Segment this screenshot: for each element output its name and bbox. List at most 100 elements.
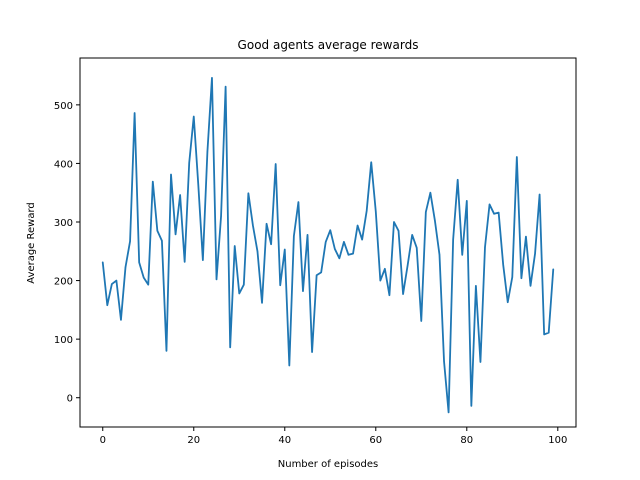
data-point xyxy=(143,277,145,279)
data-point xyxy=(407,264,409,266)
data-point xyxy=(534,253,536,255)
plot-frame xyxy=(79,57,577,428)
data-point xyxy=(275,163,277,165)
data-point xyxy=(302,290,304,292)
data-point xyxy=(174,233,177,235)
data-point xyxy=(393,221,395,223)
data-point xyxy=(375,210,377,213)
x-axis-label: Number of episodes xyxy=(278,459,378,470)
data-point xyxy=(379,279,381,282)
y-tick-label: 400 xyxy=(54,159,73,170)
data-point xyxy=(320,271,322,273)
y-tick-label: 100 xyxy=(54,335,73,346)
data-point xyxy=(525,236,527,238)
series-line xyxy=(101,77,555,414)
data-point xyxy=(511,276,513,278)
data-point xyxy=(543,333,545,336)
data-point xyxy=(479,361,482,363)
data-point xyxy=(197,184,199,186)
x-tick-label: 80 xyxy=(460,435,473,446)
data-point xyxy=(293,235,295,237)
x-tick-label: 60 xyxy=(369,435,382,446)
data-point xyxy=(347,254,350,256)
data-point xyxy=(134,112,136,114)
data-point xyxy=(102,261,104,264)
data-point xyxy=(425,211,427,213)
y-tick-label: 300 xyxy=(54,218,73,229)
data-point xyxy=(297,201,300,203)
data-point xyxy=(284,248,286,251)
x-tick-label: 0 xyxy=(100,435,106,446)
data-point xyxy=(234,245,236,247)
data-point xyxy=(179,194,181,196)
data-point xyxy=(306,234,309,236)
y-tick-label: 0 xyxy=(67,394,73,405)
data-point xyxy=(156,230,158,232)
data-point xyxy=(352,253,354,255)
data-point xyxy=(548,332,550,334)
data-point xyxy=(488,203,491,206)
data-point xyxy=(206,151,209,153)
data-point xyxy=(215,278,218,280)
y-axis-label: Average Reward xyxy=(26,202,37,283)
data-point xyxy=(411,234,413,236)
data-point xyxy=(184,261,186,263)
data-point xyxy=(279,284,281,286)
data-point xyxy=(502,264,504,266)
y-tick-label: 200 xyxy=(54,277,73,288)
data-point xyxy=(265,223,268,225)
data-point xyxy=(170,173,172,176)
data-point xyxy=(220,215,222,217)
data-point xyxy=(261,302,263,304)
data-point xyxy=(520,277,522,279)
data-point xyxy=(147,284,149,286)
data-point xyxy=(111,283,113,285)
data-point xyxy=(539,193,541,196)
data-point xyxy=(388,294,391,296)
data-point xyxy=(493,213,495,215)
data-point xyxy=(498,212,500,214)
x-tick-label: 40 xyxy=(278,435,291,446)
data-point xyxy=(475,285,477,287)
data-point xyxy=(152,180,154,183)
data-point xyxy=(484,246,486,248)
data-point xyxy=(466,200,468,202)
data-point xyxy=(193,115,195,118)
x-tick-label: 100 xyxy=(548,435,567,446)
data-point xyxy=(443,360,445,362)
data-point xyxy=(238,292,240,295)
data-point xyxy=(225,86,227,88)
data-point xyxy=(334,248,336,250)
data-point xyxy=(211,77,213,79)
data-point xyxy=(247,192,249,194)
x-tick-label: 20 xyxy=(187,435,200,446)
data-point xyxy=(397,230,400,232)
data-point xyxy=(470,405,472,407)
data-point xyxy=(457,179,459,181)
data-point xyxy=(370,161,372,163)
data-point xyxy=(243,284,245,286)
data-point xyxy=(384,268,386,270)
data-point xyxy=(361,238,363,241)
data-point xyxy=(202,259,204,261)
data-point xyxy=(229,346,231,348)
data-point xyxy=(129,240,131,242)
data-point xyxy=(138,261,140,264)
data-point xyxy=(420,320,422,322)
data-point xyxy=(161,240,163,242)
data-point xyxy=(288,364,290,367)
y-tick-label: 500 xyxy=(54,101,73,112)
data-point xyxy=(434,220,436,222)
data-point xyxy=(461,254,463,256)
data-point xyxy=(438,254,441,256)
data-point xyxy=(165,350,168,352)
data-point xyxy=(507,301,509,303)
chart-title: Good agents average rewards xyxy=(238,38,419,52)
data-point xyxy=(356,224,359,227)
data-point xyxy=(115,279,117,282)
data-point xyxy=(416,247,418,249)
data-point xyxy=(402,293,404,295)
data-point xyxy=(516,156,518,158)
data-point xyxy=(529,285,532,287)
